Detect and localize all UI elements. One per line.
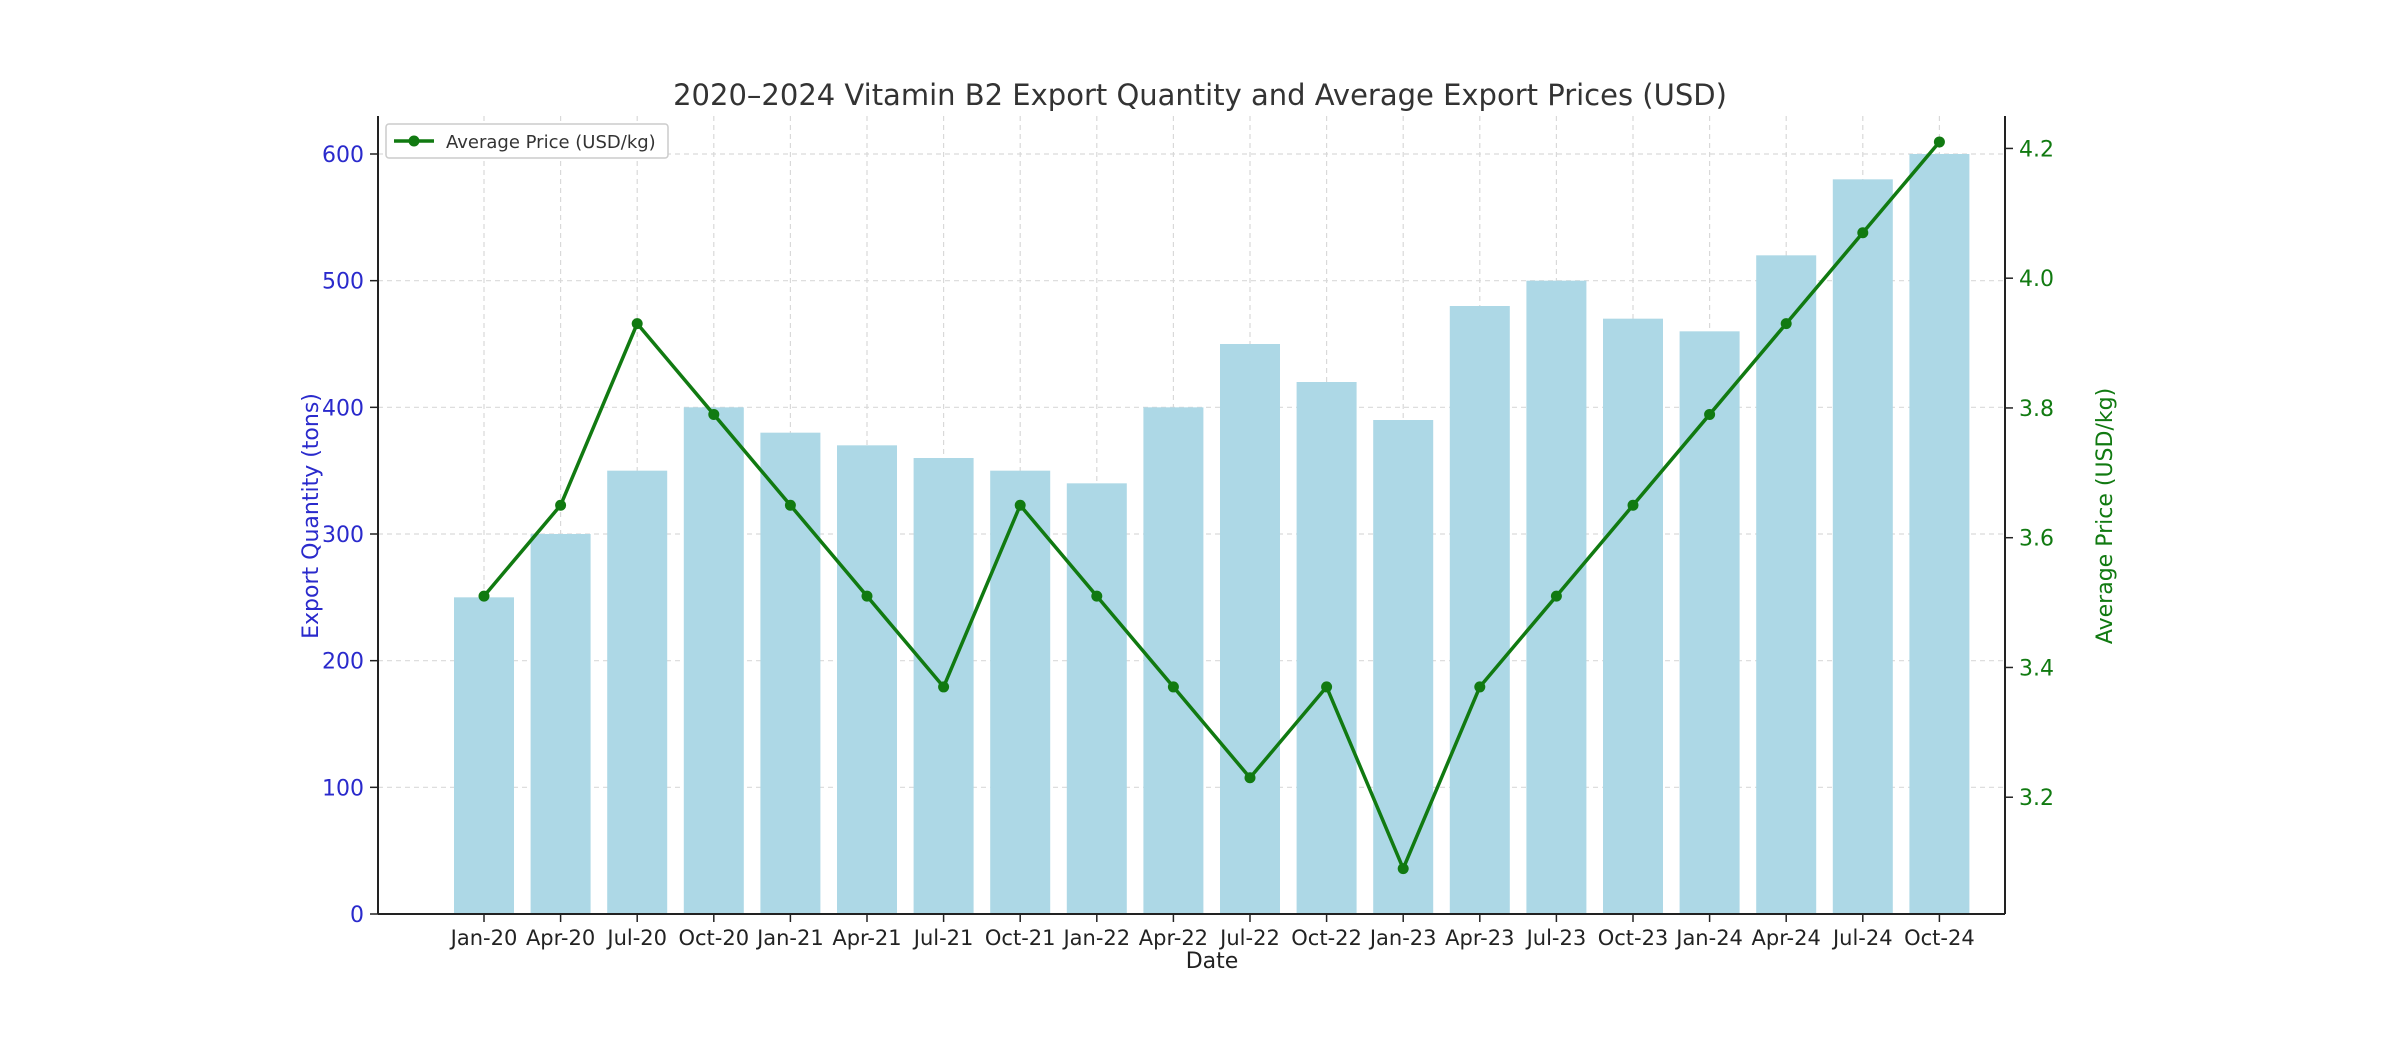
price-point-Apr-21	[861, 590, 873, 602]
x-tick-label: Oct-20	[678, 926, 749, 950]
x-tick-label: Apr-21	[832, 926, 901, 950]
price-point-Apr-22	[1167, 681, 1179, 693]
bar-Apr-24	[1756, 255, 1817, 915]
x-tick-label: Apr-22	[1139, 926, 1208, 950]
right-tick-label: 3.2	[2019, 786, 2054, 811]
bar-Jan-20	[454, 597, 514, 914]
price-point-Oct-22	[1321, 681, 1333, 693]
left-tick-label: 600	[322, 143, 364, 168]
right-tick-label: 4.2	[2019, 137, 2054, 162]
line-layer	[478, 136, 1945, 875]
legend-marker-swatch	[408, 135, 420, 147]
price-point-Apr-20	[555, 499, 567, 511]
price-point-Apr-23	[1474, 681, 1486, 693]
bar-Jul-24	[1832, 179, 1893, 915]
label-layer: 2020–2024 Vitamin B2 Export Quantity and…	[299, 78, 2118, 974]
x-tick-label: Jul-21	[912, 926, 974, 950]
bar-Oct-24	[1909, 154, 1970, 914]
price-point-Oct-20	[708, 408, 720, 420]
right-tick-label: 4.0	[2019, 267, 2054, 292]
left-tick-label: 0	[350, 903, 364, 928]
left-tick-label: 300	[322, 523, 364, 548]
bar-Apr-21	[837, 445, 897, 914]
left-tick-label: 200	[322, 650, 364, 675]
x-tick-label: Jan-24	[1674, 926, 1743, 950]
price-point-Jan-24	[1704, 408, 1716, 420]
price-point-Jul-22	[1244, 772, 1256, 784]
price-point-Apr-24	[1780, 318, 1792, 330]
price-point-Jul-24	[1857, 227, 1869, 239]
x-tick-label: Apr-20	[526, 926, 595, 950]
bar-layer	[454, 154, 1970, 915]
bar-Oct-20	[683, 407, 744, 914]
price-point-Oct-23	[1627, 499, 1639, 511]
x-tick-label: Jul-24	[1831, 926, 1893, 950]
x-tick-label: Jan-20	[449, 926, 518, 950]
price-point-Oct-21	[1014, 499, 1026, 511]
x-axis-title: Date	[1186, 949, 1239, 974]
bar-Apr-20	[530, 534, 591, 914]
left-tick-label: 400	[322, 396, 364, 421]
x-tick-label: Apr-23	[1445, 926, 1514, 950]
left-tick-label: 100	[322, 776, 364, 801]
right-tick-label: 3.6	[2019, 527, 2054, 552]
x-tick-label: Apr-24	[1752, 926, 1821, 950]
x-tick-label: Jan-22	[1061, 926, 1130, 950]
left-tick-label: 500	[322, 270, 364, 295]
legend-frame	[385, 123, 669, 159]
right-tick-label: 3.8	[2019, 397, 2054, 422]
x-tick-label: Jan-21	[755, 926, 824, 950]
price-point-Jul-21	[938, 681, 950, 693]
right-tick-label: 3.4	[2019, 656, 2054, 681]
price-point-Jul-23	[1550, 590, 1562, 602]
bar-Jan-22	[1066, 483, 1127, 914]
x-tick-label: Jul-22	[1218, 926, 1280, 950]
x-tick-label: Jul-20	[605, 926, 667, 950]
bar-Jul-22	[1220, 344, 1280, 914]
x-tick-label: Jan-23	[1368, 926, 1437, 950]
legend: Average Price (USD/kg)	[385, 123, 669, 159]
chart-title: 2020–2024 Vitamin B2 Export Quantity and…	[673, 78, 1727, 112]
price-point-Jan-22	[1091, 590, 1103, 602]
axis-layer: 0 100 200 300 400 500 600 3.2 3.4 3.6 3.8 4.0 4.2 Jan…	[322, 116, 2054, 950]
price-point-Jan-21	[784, 499, 796, 511]
x-tick-label: Oct-21	[985, 926, 1056, 950]
price-point-Oct-24	[1933, 136, 1945, 148]
bar-Oct-22	[1296, 382, 1357, 914]
bar-Apr-23	[1449, 306, 1510, 914]
x-tick-label: Jul-23	[1525, 926, 1587, 950]
price-point-Jan-20	[478, 590, 490, 602]
x-tick-label: Oct-22	[1291, 926, 1362, 950]
bar-Oct-23	[1603, 318, 1663, 915]
bar-Jan-24	[1679, 331, 1740, 914]
bar-Jul-20	[607, 470, 668, 914]
x-tick-label: Oct-23	[1598, 926, 1669, 950]
left-axis-title: Export Quantity (tons)	[299, 393, 324, 639]
price-point-Jul-20	[631, 318, 643, 330]
price-line	[482, 140, 1941, 871]
bar-Oct-21	[990, 470, 1051, 914]
bar-Jan-23	[1373, 420, 1434, 914]
x-tick-label: Oct-24	[1904, 926, 1975, 950]
right-axis-title: Average Price (USD/kg)	[2093, 388, 2118, 644]
price-point-Jan-23	[1397, 863, 1409, 875]
bar-Jan-21	[760, 432, 821, 914]
legend-label: Average Price (USD/kg)	[446, 132, 656, 153]
